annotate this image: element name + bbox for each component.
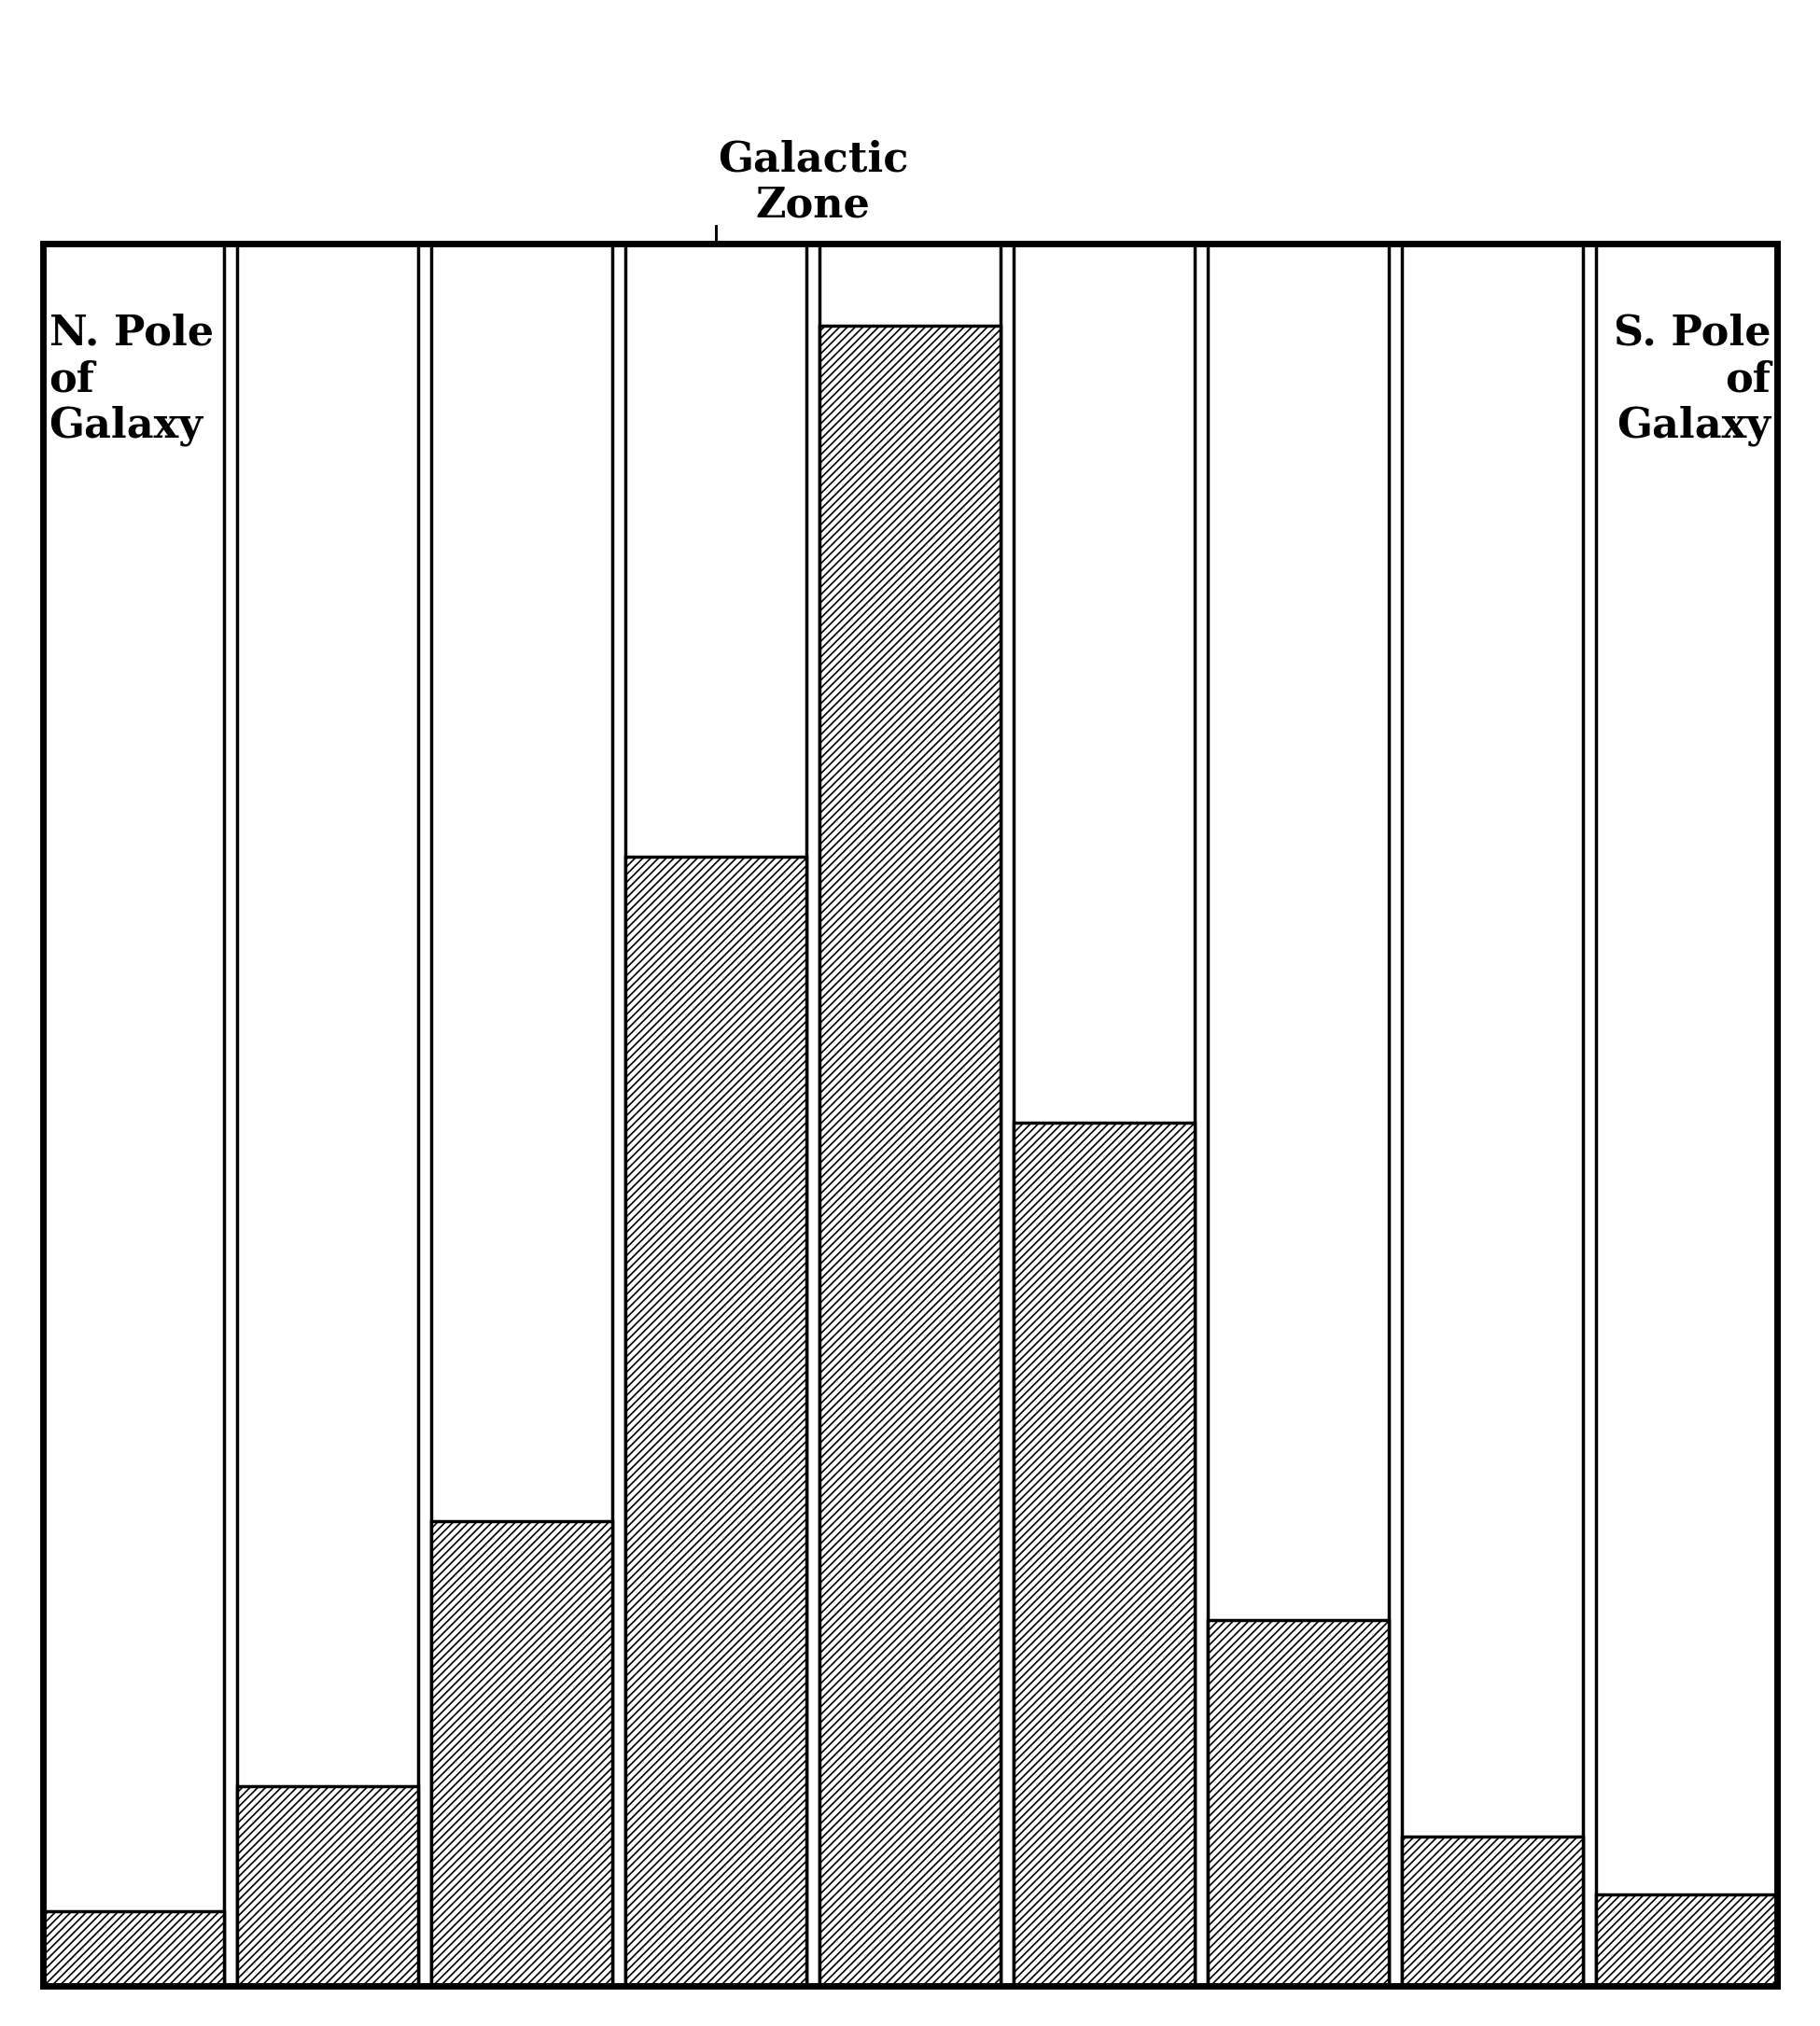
- Text: Galactic
Zone: Galactic Zone: [717, 140, 908, 225]
- Bar: [431, 243, 612, 1985]
- Bar: [819, 326, 1001, 1985]
- Bar: [1208, 1621, 1389, 1985]
- Bar: [237, 243, 419, 1985]
- Bar: [1596, 1894, 1776, 1985]
- Bar: [819, 243, 1001, 1985]
- Bar: [1401, 243, 1583, 1985]
- Bar: [44, 1911, 224, 1985]
- Bar: [626, 857, 806, 1985]
- Bar: [237, 1787, 419, 1985]
- Text: S. Pole
of
Galaxy: S. Pole of Galaxy: [1614, 312, 1771, 446]
- Bar: [1014, 243, 1194, 1985]
- Text: N. Pole
of
Galaxy: N. Pole of Galaxy: [49, 312, 213, 446]
- Bar: [1014, 1122, 1194, 1985]
- Bar: [431, 1522, 612, 1985]
- Bar: [1401, 1836, 1583, 1985]
- Bar: [1208, 243, 1389, 1985]
- Bar: [1596, 243, 1776, 1985]
- Bar: [626, 243, 806, 1985]
- Bar: [44, 243, 224, 1985]
